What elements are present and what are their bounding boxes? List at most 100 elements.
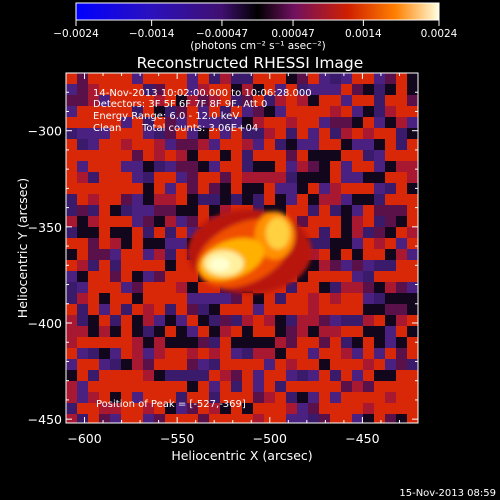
heatmap-cell [374, 95, 386, 107]
heatmap-cell [253, 139, 265, 151]
heatmap-cell [77, 392, 89, 404]
heatmap-cell [319, 293, 331, 305]
heatmap-cell [308, 304, 320, 316]
heatmap-cell [407, 381, 418, 393]
heatmap-cell [407, 414, 418, 423]
heatmap-cell [154, 117, 166, 129]
heatmap-cell [407, 260, 418, 272]
heatmap-cell [110, 106, 122, 118]
heatmap-cell [187, 150, 199, 162]
heatmap-cell [396, 139, 408, 151]
heatmap-cell [385, 282, 397, 294]
heatmap-cell [132, 183, 144, 195]
heatmap-cell [242, 84, 254, 96]
heatmap-cell [209, 304, 221, 316]
heatmap-cell [352, 359, 364, 371]
heatmap-cell [242, 128, 254, 140]
heatmap-cell [121, 260, 133, 272]
heatmap-cell [396, 183, 408, 195]
heatmap-cell [154, 326, 166, 338]
heatmap-cell [341, 106, 353, 118]
heatmap-cell [352, 370, 364, 382]
heatmap-cell [132, 73, 144, 85]
heatmap-cell [165, 172, 177, 184]
heatmap-cell [154, 304, 166, 316]
heatmap-cell [286, 337, 298, 349]
heatmap-cell [154, 216, 166, 228]
heatmap-cell [407, 359, 418, 371]
annotations: 14-Nov-2013 10:02:00.000 to 10:06:28.000… [93, 88, 312, 410]
heatmap-cell [198, 205, 210, 217]
heatmap-cell [209, 326, 221, 338]
heatmap-cell [209, 381, 221, 393]
heatmap-cell [110, 293, 122, 305]
heatmap-cell [341, 260, 353, 272]
heatmap-cell [308, 84, 320, 96]
heatmap-cell [330, 326, 342, 338]
heatmap-cell [242, 194, 254, 206]
heatmap-cell [220, 392, 232, 404]
heatmap-cell [209, 139, 221, 151]
heatmap-cell [99, 205, 111, 217]
plot-frame [65, 72, 419, 424]
annotation-peak: Position of Peak = [-527,-369] [96, 399, 246, 410]
heatmap-cell [352, 381, 364, 393]
chart-title: Reconstructed RHESSI Image [137, 54, 364, 72]
heatmap-cell [121, 315, 133, 327]
heatmap-cell [77, 161, 89, 173]
heatmap-cell [165, 381, 177, 393]
heatmap-cell [253, 128, 265, 140]
heatmap-cell [187, 216, 199, 228]
heatmap-cell [165, 359, 177, 371]
heatmap-cell [341, 403, 353, 415]
heatmap-cell [308, 370, 320, 382]
heatmap-cell [264, 84, 276, 96]
heatmap-cell [66, 359, 78, 371]
heatmap-cell [187, 95, 199, 107]
heatmap-cell [330, 414, 342, 423]
y-tick-label: −350 [28, 220, 62, 235]
heatmap-cell [110, 117, 122, 129]
heatmap-cell [297, 117, 309, 129]
heatmap-cell [143, 293, 155, 305]
heatmap-cell [187, 282, 199, 294]
heatmap-cell [374, 326, 386, 338]
heatmap-cell [176, 304, 188, 316]
heatmap-cell [154, 359, 166, 371]
heatmap-cell [88, 381, 100, 393]
heatmap-cell [110, 227, 122, 239]
heatmap-cell [165, 194, 177, 206]
heatmap-cell [385, 414, 397, 423]
heatmap-cell [176, 84, 188, 96]
heatmap-cell [110, 95, 122, 107]
heatmap-cell [396, 381, 408, 393]
heatmap-cell [363, 183, 375, 195]
heatmap-cell [110, 216, 122, 228]
heatmap-cell [220, 205, 232, 217]
heatmap-cell [165, 304, 177, 316]
heatmap-cell [176, 95, 188, 107]
heatmap-cell [330, 359, 342, 371]
heatmap-cell [143, 227, 155, 239]
heatmap-cell [209, 359, 221, 371]
heatmap-cell [396, 172, 408, 184]
heatmap-cell [165, 293, 177, 305]
heatmap-cell [363, 161, 375, 173]
heatmap-cell [352, 315, 364, 327]
heatmap-cell [385, 73, 397, 85]
heatmap-cell [110, 304, 122, 316]
heatmap-cell [209, 370, 221, 382]
heatmap-cell [66, 238, 78, 250]
heatmap-cell [286, 315, 298, 327]
heatmap-cell [143, 381, 155, 393]
heatmap-cell [143, 315, 155, 327]
heatmap-cell [275, 106, 287, 118]
heatmap-cell [99, 304, 111, 316]
heatmap-cell [275, 183, 287, 195]
heatmap-cell [374, 227, 386, 239]
heatmap-cell [374, 106, 386, 118]
heatmap-cell [385, 106, 397, 118]
heatmap-cell [121, 392, 133, 404]
heatmap-cell [319, 326, 331, 338]
heatmap-cell [396, 117, 408, 129]
